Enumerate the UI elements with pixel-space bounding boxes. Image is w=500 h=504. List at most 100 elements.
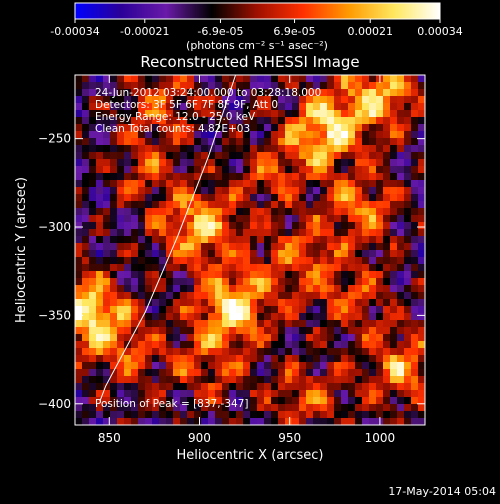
heatmap-cell [75, 145, 83, 153]
heatmap-cell [215, 159, 223, 167]
heatmap-cell [376, 397, 384, 405]
heatmap-cell [103, 285, 111, 293]
heatmap-cell [404, 215, 412, 223]
heatmap-cell [187, 159, 195, 167]
heatmap-cell [250, 208, 258, 216]
heatmap-cell [110, 194, 118, 202]
heatmap-cell [278, 229, 286, 237]
heatmap-cell [152, 271, 160, 279]
heatmap-cell [257, 278, 265, 286]
heatmap-cell [124, 138, 132, 146]
heatmap-cell [208, 264, 216, 272]
heatmap-cell [138, 369, 146, 377]
heatmap-cell [418, 285, 425, 293]
heatmap-cell [124, 313, 132, 321]
heatmap-cell [138, 285, 146, 293]
heatmap-cell [411, 362, 419, 370]
heatmap-cell [355, 236, 363, 244]
heatmap-cell [348, 397, 356, 405]
heatmap-cell [250, 383, 258, 391]
heatmap-cell [75, 362, 83, 370]
heatmap-cell [299, 418, 307, 425]
heatmap-cell [201, 215, 209, 223]
heatmap-cell [208, 222, 216, 230]
heatmap-cell [138, 187, 146, 195]
heatmap-cell [159, 397, 167, 405]
heatmap-cell [236, 194, 244, 202]
heatmap-cell [397, 369, 405, 377]
heatmap-cell [243, 166, 251, 174]
heatmap-cell [166, 187, 174, 195]
heatmap-cell [264, 201, 272, 209]
heatmap-cell [250, 159, 258, 167]
heatmap-cell [173, 145, 181, 153]
heatmap-cell [131, 208, 139, 216]
heatmap-cell [285, 411, 293, 419]
heatmap-cell [194, 278, 202, 286]
heatmap-cell [110, 285, 118, 293]
heatmap-cell [327, 278, 335, 286]
heatmap-cell [145, 201, 153, 209]
heatmap-cell [201, 75, 209, 83]
heatmap-cell [348, 201, 356, 209]
heatmap-cell [285, 320, 293, 328]
heatmap-cell [103, 215, 111, 223]
heatmap-cell [383, 390, 391, 398]
heatmap-cell [257, 376, 265, 384]
heatmap-cell [383, 404, 391, 412]
heatmap-cell [411, 96, 419, 104]
heatmap-cell [390, 159, 398, 167]
heatmap-cell [208, 348, 216, 356]
heatmap-cell [166, 257, 174, 265]
heatmap-cell [96, 411, 104, 419]
heatmap-cell [418, 173, 425, 181]
heatmap-cell [292, 397, 300, 405]
heatmap-cell [271, 201, 279, 209]
heatmap-cell [89, 152, 97, 160]
heatmap-cell [103, 418, 111, 425]
heatmap-cell [348, 362, 356, 370]
heatmap-cell [166, 159, 174, 167]
heatmap-cell [341, 75, 349, 83]
heatmap-cell [271, 152, 279, 160]
heatmap-cell [215, 348, 223, 356]
heatmap-cell [383, 411, 391, 419]
heatmap-cell [271, 187, 279, 195]
heatmap-cell [376, 285, 384, 293]
heatmap-cell [208, 138, 216, 146]
heatmap-cell [110, 187, 118, 195]
heatmap-cell [173, 138, 181, 146]
heatmap-cell [166, 390, 174, 398]
heatmap-cell [110, 243, 118, 251]
heatmap-cell [341, 348, 349, 356]
heatmap-cell [278, 166, 286, 174]
heatmap-cell [173, 243, 181, 251]
heatmap-cell [145, 257, 153, 265]
heatmap-cell [264, 89, 272, 97]
heatmap-cell [285, 348, 293, 356]
heatmap-cell [173, 369, 181, 377]
heatmap-cell [187, 285, 195, 293]
heatmap-cell [243, 159, 251, 167]
heatmap-cell [131, 292, 139, 300]
heatmap-cell [82, 215, 90, 223]
heatmap-cell [348, 348, 356, 356]
heatmap-cell [390, 383, 398, 391]
heatmap-cell [376, 187, 384, 195]
heatmap-cell [222, 376, 230, 384]
heatmap-cell [369, 250, 377, 258]
heatmap-cell [369, 334, 377, 342]
heatmap-cell [327, 215, 335, 223]
heatmap-cell [180, 201, 188, 209]
heatmap-cell [264, 103, 272, 111]
heatmap-cell [306, 369, 314, 377]
heatmap-cell [292, 152, 300, 160]
heatmap-cell [103, 180, 111, 188]
heatmap-cell [236, 334, 244, 342]
heatmap-cell [411, 89, 419, 97]
heatmap-cell [201, 404, 209, 412]
heatmap-cell [299, 285, 307, 293]
heatmap-cell [110, 383, 118, 391]
heatmap-cell [229, 320, 237, 328]
heatmap-cell [250, 138, 258, 146]
